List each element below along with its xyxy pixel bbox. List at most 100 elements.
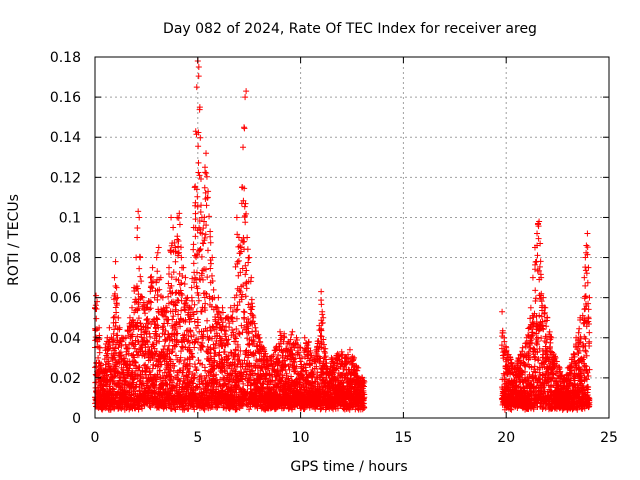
- data-point: [251, 352, 258, 359]
- data-point: [230, 329, 237, 336]
- data-point: [535, 235, 542, 242]
- data-point: [192, 233, 199, 240]
- data-point: [235, 357, 242, 364]
- data-point: [279, 367, 286, 374]
- data-point: [241, 309, 248, 316]
- data-point: [207, 346, 214, 353]
- data-point: [137, 320, 144, 327]
- data-point: [240, 308, 247, 315]
- data-point: [111, 345, 118, 352]
- data-point: [243, 285, 250, 292]
- data-point: [112, 304, 119, 311]
- data-point: [175, 311, 182, 318]
- data-point: [233, 326, 240, 333]
- data-point: [210, 286, 217, 293]
- data-point: [187, 327, 194, 334]
- data-point: [197, 246, 204, 253]
- data-point: [153, 315, 160, 322]
- data-point: [212, 340, 219, 347]
- data-point: [204, 194, 211, 201]
- data-point: [201, 184, 208, 191]
- data-point: [196, 172, 203, 179]
- data-point: [208, 327, 215, 334]
- data-point: [285, 378, 292, 385]
- data-point: [183, 362, 190, 369]
- data-point: [178, 348, 185, 355]
- data-point: [154, 268, 161, 275]
- data-point: [129, 331, 136, 338]
- data-point: [296, 379, 303, 386]
- data-point: [162, 327, 169, 334]
- data-point: [239, 265, 246, 272]
- data-point: [241, 203, 248, 210]
- data-point: [257, 338, 264, 345]
- data-point: [144, 325, 151, 332]
- data-point: [301, 361, 308, 368]
- data-point: [174, 330, 181, 337]
- data-point: [182, 317, 189, 324]
- data-point: [532, 295, 539, 302]
- data-point: [185, 337, 192, 344]
- data-point: [117, 338, 124, 345]
- data-point: [191, 374, 198, 381]
- data-point: [175, 215, 182, 222]
- data-point: [95, 344, 102, 351]
- data-point: [243, 267, 250, 274]
- data-point: [168, 274, 175, 281]
- data-point: [242, 219, 249, 226]
- data-point: [113, 309, 120, 316]
- data-point: [156, 333, 163, 340]
- data-point: [262, 375, 269, 382]
- data-point: [288, 331, 295, 338]
- data-point: [144, 301, 151, 308]
- data-point: [227, 349, 234, 356]
- data-point: [190, 311, 197, 318]
- data-point: [205, 372, 212, 379]
- data-point: [279, 374, 286, 381]
- data-point: [236, 287, 243, 294]
- data-point: [178, 297, 185, 304]
- data-point: [196, 373, 203, 380]
- data-point: [151, 389, 158, 396]
- data-point: [136, 265, 143, 272]
- data-point: [92, 327, 99, 334]
- data-point: [168, 349, 175, 356]
- data-point: [197, 134, 204, 141]
- data-point: [110, 377, 117, 384]
- data-point: [179, 272, 186, 279]
- data-point: [136, 364, 143, 371]
- data-point: [239, 403, 246, 410]
- data-point: [150, 278, 157, 285]
- data-point: [206, 213, 213, 220]
- data-point: [296, 344, 303, 351]
- data-point: [237, 347, 244, 354]
- data-point: [125, 350, 132, 357]
- data-point: [209, 278, 216, 285]
- data-point: [172, 324, 179, 331]
- data-point: [156, 286, 163, 293]
- data-point: [233, 389, 240, 396]
- data-point: [251, 338, 258, 345]
- data-point: [132, 358, 139, 365]
- data-point: [120, 371, 127, 378]
- data-point: [243, 210, 250, 217]
- data-point: [194, 203, 201, 210]
- data-point: [233, 315, 240, 322]
- data-point: [190, 246, 197, 253]
- data-point: [208, 272, 215, 279]
- data-point: [186, 363, 193, 370]
- data-point: [234, 231, 241, 238]
- data-point: [153, 376, 160, 383]
- data-point: [199, 343, 206, 350]
- data-point: [187, 315, 194, 322]
- data-point: [154, 371, 161, 378]
- data-point: [207, 404, 214, 411]
- data-point: [149, 285, 156, 292]
- data-point: [134, 224, 141, 231]
- data-point: [244, 246, 251, 253]
- data-point: [107, 363, 114, 370]
- data-point: [241, 357, 248, 364]
- data-point: [96, 359, 103, 366]
- data-point: [234, 341, 241, 348]
- data-point: [321, 348, 328, 355]
